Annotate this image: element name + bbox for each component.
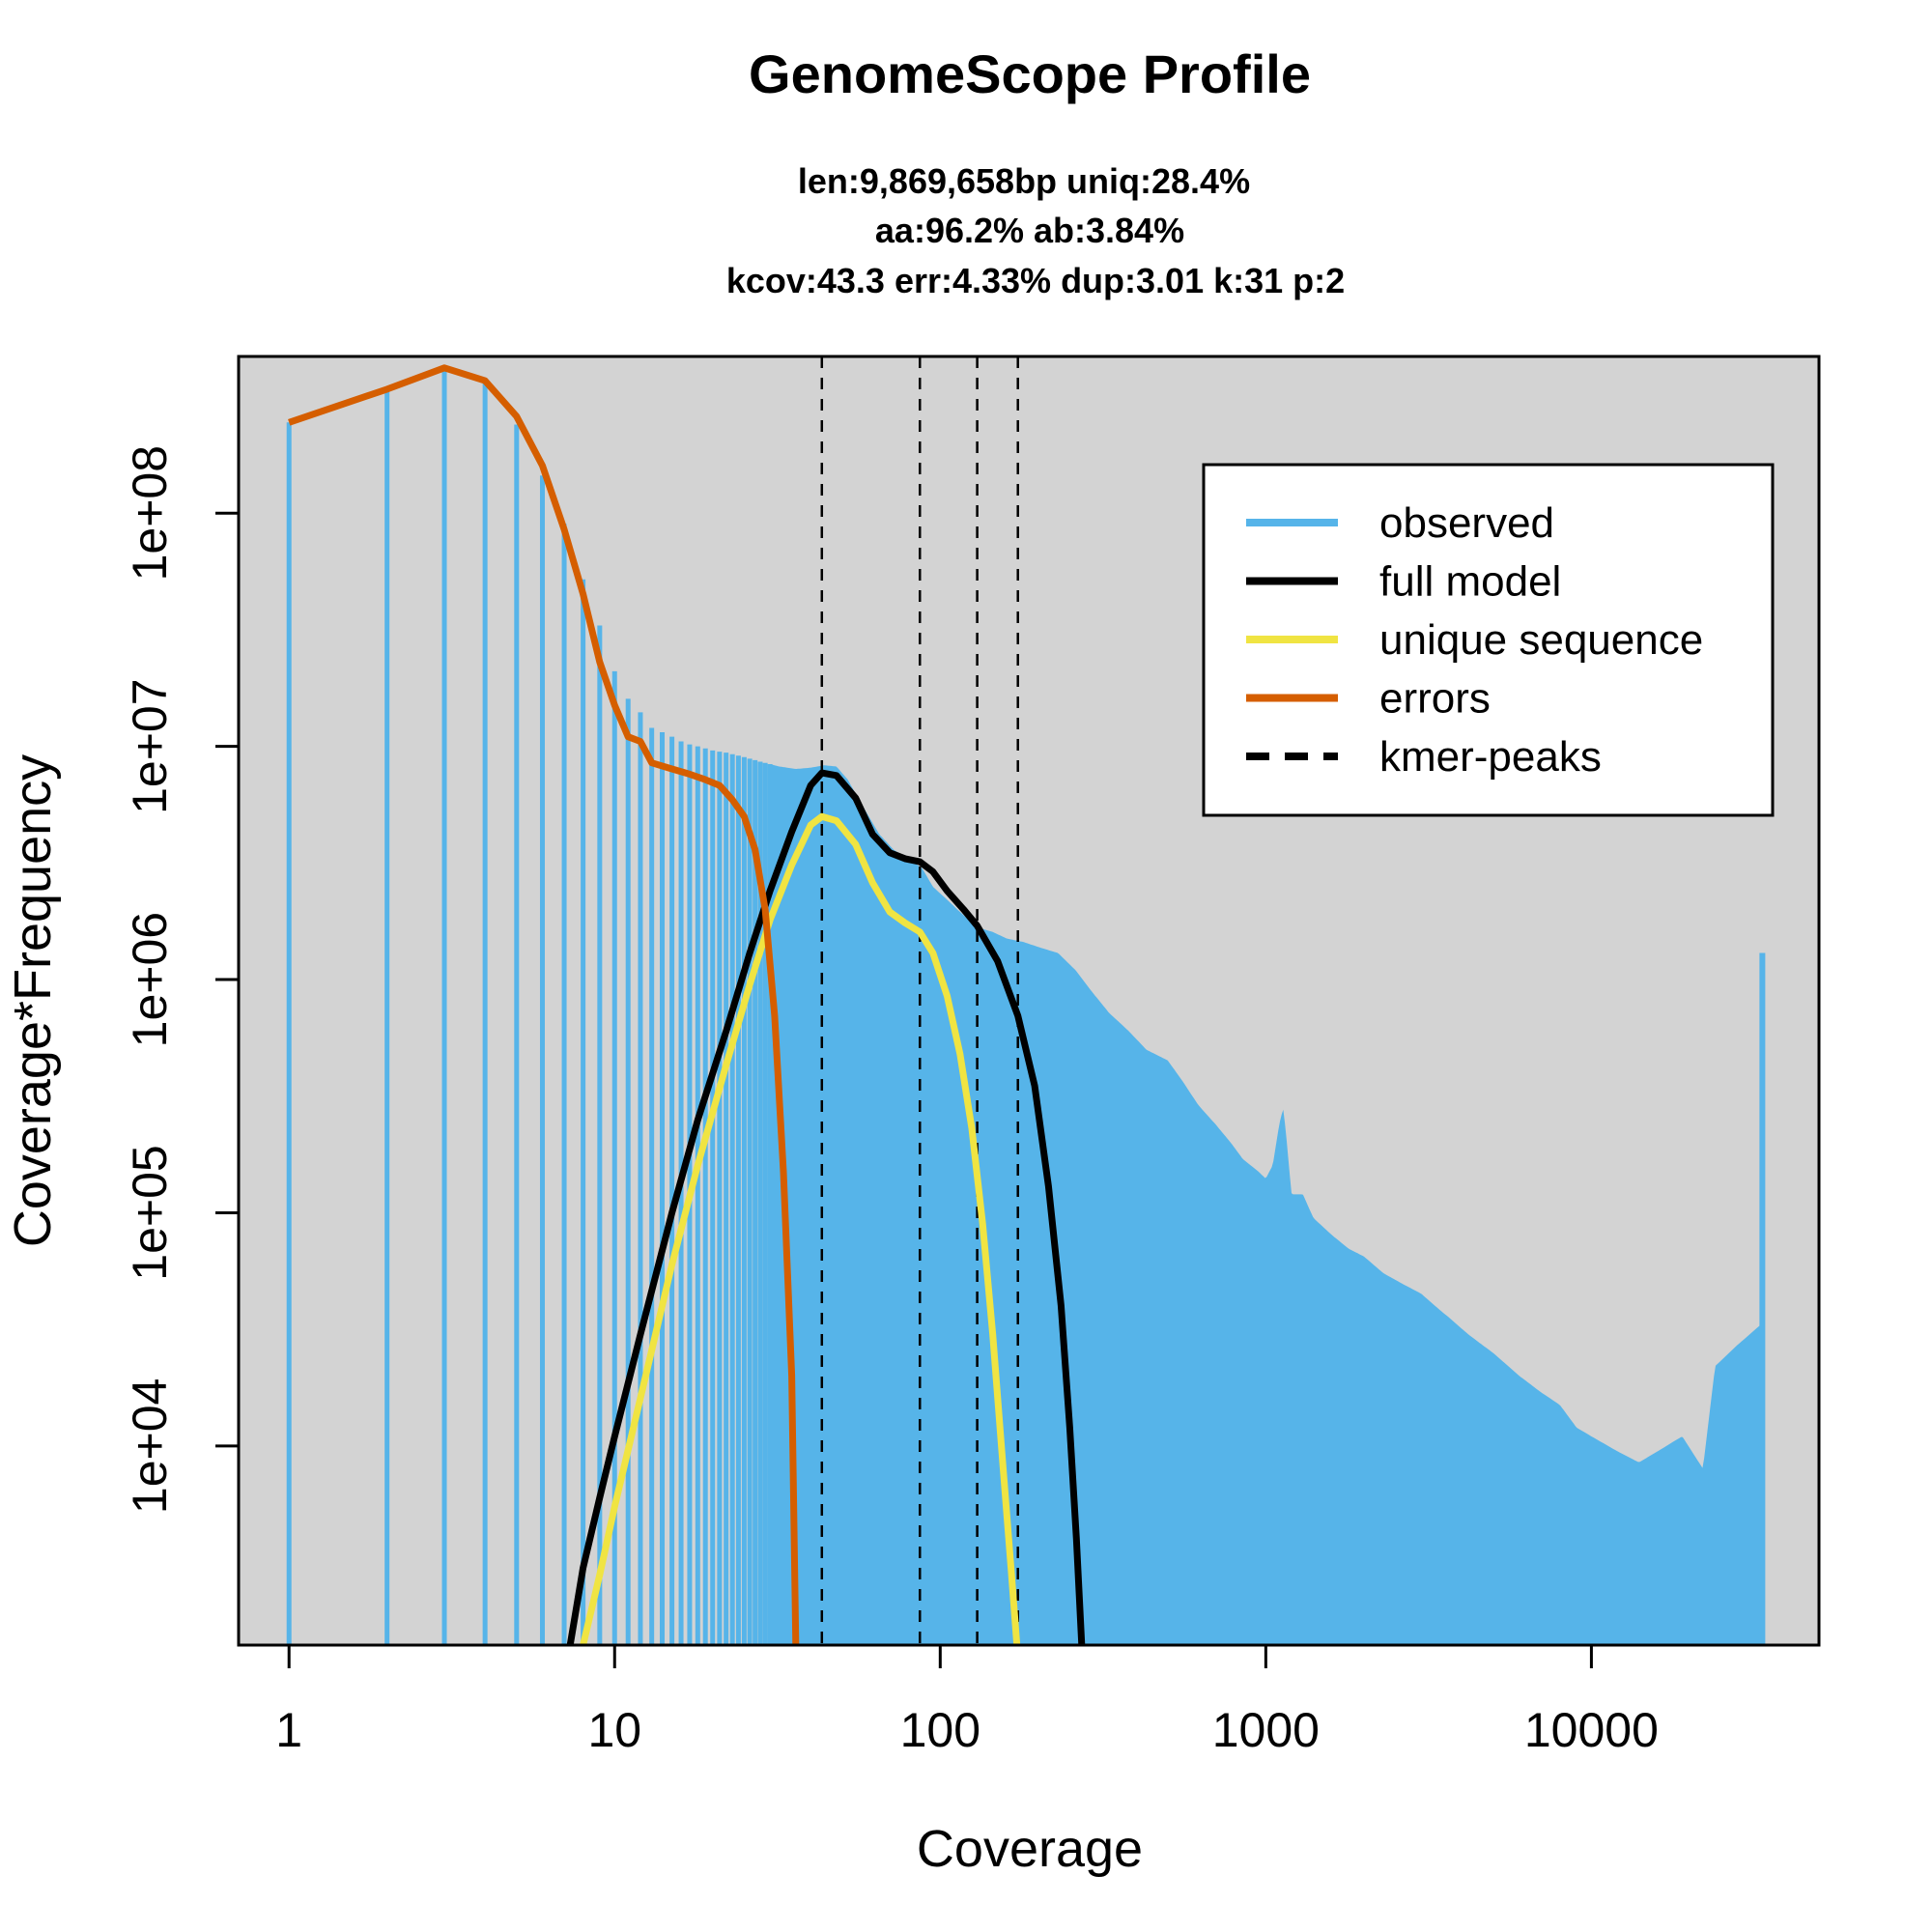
y-tick-label: 1e+04	[123, 1378, 177, 1514]
x-tick-label: 10000	[1524, 1703, 1659, 1757]
legend-label: errors	[1379, 675, 1491, 723]
chart-title: GenomeScope Profile	[749, 43, 1311, 104]
y-tick-label: 1e+05	[123, 1145, 177, 1280]
y-tick-label: 1e+08	[123, 445, 177, 581]
legend-label: observed	[1379, 499, 1554, 547]
x-axis: 1 10 100 1000 10000	[275, 1643, 1659, 1757]
unique-sequence-line	[580, 812, 1021, 1646]
kmer-peaks-series	[820, 356, 1019, 1645]
x-tick-label: 100	[900, 1703, 980, 1757]
legend-label: unique sequence	[1379, 616, 1703, 664]
y-axis-title: Coverage*Frequency	[4, 754, 62, 1247]
x-tick-label: 1	[275, 1703, 302, 1757]
y-axis: 1e+04 1e+05 1e+06 1e+07 1e+08	[123, 445, 241, 1514]
chart-subtitle-line-2: aa:96.2% ab:3.84%	[875, 211, 1184, 250]
x-axis-title: Coverage	[917, 1820, 1143, 1878]
x-tick-label: 10	[587, 1703, 641, 1757]
chart-subtitle-line-3: kcov:43.3 err:4.33% dup:3.01 k:31 p:2	[726, 261, 1345, 300]
legend-label: kmer-peaks	[1379, 733, 1602, 781]
y-tick-label: 1e+07	[123, 678, 177, 813]
full-model-line	[566, 769, 1086, 1646]
chart-subtitle-line-1: len:9,869,658bp uniq:28.4%	[798, 161, 1250, 201]
y-tick-label: 1e+06	[123, 912, 177, 1047]
x-tick-label: 1000	[1212, 1703, 1320, 1757]
model-lines	[288, 364, 1086, 1646]
errors-line	[288, 364, 800, 1646]
legend-label: full model	[1379, 558, 1561, 606]
legend: observed full model unique sequence errors k…	[1202, 463, 1775, 817]
